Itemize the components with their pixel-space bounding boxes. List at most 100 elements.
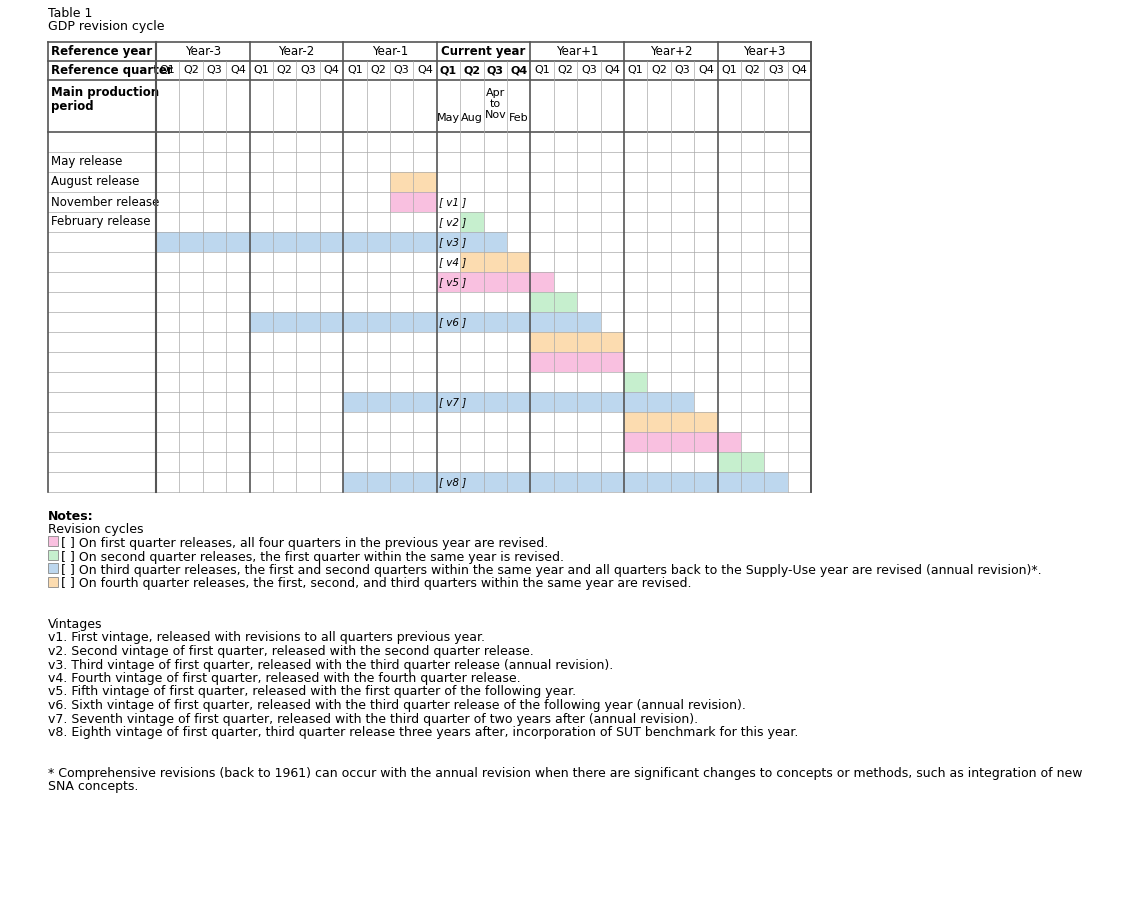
Text: [ v7 ]: [ v7 ]: [439, 397, 466, 407]
Text: [ v5 ]: [ v5 ]: [439, 277, 466, 287]
Text: Notes:: Notes:: [48, 510, 93, 523]
Text: Q2: Q2: [184, 65, 199, 76]
Text: Year+1: Year+1: [556, 45, 598, 58]
Text: Year-1: Year-1: [372, 45, 408, 58]
Text: * Comprehensive revisions (back to 1961) can occur with the annual revision when: * Comprehensive revisions (back to 1961)…: [48, 766, 1083, 779]
Text: [ ] On fourth quarter releases, the first, second, and third quarters within the: [ ] On fourth quarter releases, the firs…: [62, 577, 692, 590]
Bar: [250, 232, 343, 252]
Text: GDP revision cycle: GDP revision cycle: [48, 20, 164, 33]
Text: Revision cycles: Revision cycles: [48, 524, 144, 537]
Bar: [390, 192, 437, 212]
Bar: [461, 212, 483, 232]
Text: November release: November release: [51, 195, 160, 208]
Bar: [624, 372, 648, 392]
Text: Q3: Q3: [393, 65, 409, 76]
Text: [ ] On first quarter releases, all four quarters in the previous year are revise: [ ] On first quarter releases, all four …: [62, 537, 548, 550]
Text: v4. Fourth vintage of first quarter, released with the fourth quarter release.: v4. Fourth vintage of first quarter, rel…: [48, 672, 521, 685]
Text: Q4: Q4: [698, 65, 714, 76]
Text: Q4: Q4: [230, 65, 246, 76]
Bar: [48, 563, 58, 573]
Text: Year+3: Year+3: [743, 45, 785, 58]
Bar: [250, 312, 343, 332]
Text: Main production: Main production: [51, 86, 160, 99]
Text: Q2: Q2: [370, 65, 386, 76]
Text: Aug: Aug: [461, 113, 483, 123]
Bar: [717, 432, 741, 452]
Bar: [343, 232, 437, 252]
Bar: [624, 412, 717, 432]
Text: [ v3 ]: [ v3 ]: [439, 237, 466, 247]
Text: Q3: Q3: [581, 65, 596, 76]
Text: Q1: Q1: [347, 65, 363, 76]
Text: v1. First vintage, released with revisions to all quarters previous year.: v1. First vintage, released with revisio…: [48, 632, 484, 644]
Text: Q2: Q2: [744, 65, 760, 76]
Text: Q2: Q2: [463, 65, 480, 76]
Text: Year+2: Year+2: [650, 45, 692, 58]
Text: Q4: Q4: [324, 65, 340, 76]
Text: [ v6 ]: [ v6 ]: [439, 317, 466, 327]
Bar: [156, 232, 250, 252]
Text: [ v8 ]: [ v8 ]: [439, 477, 466, 487]
Text: Q1: Q1: [440, 65, 457, 76]
Bar: [437, 272, 530, 292]
Text: Year-2: Year-2: [278, 45, 315, 58]
Text: period: period: [51, 100, 93, 113]
Bar: [390, 172, 437, 192]
Text: Q4: Q4: [791, 65, 807, 76]
Text: v2. Second vintage of first quarter, released with the second quarter release.: v2. Second vintage of first quarter, rel…: [48, 645, 534, 658]
Bar: [437, 312, 530, 332]
Text: Q4: Q4: [417, 65, 433, 76]
Text: Current year: Current year: [441, 45, 526, 58]
Bar: [437, 232, 507, 252]
Text: Q1: Q1: [628, 65, 644, 76]
Text: May release: May release: [51, 156, 122, 169]
Text: Q1: Q1: [253, 65, 269, 76]
Text: Reference quarter: Reference quarter: [51, 64, 173, 77]
Text: Reference year: Reference year: [51, 45, 153, 58]
Bar: [530, 312, 601, 332]
Bar: [48, 550, 58, 560]
Bar: [624, 432, 717, 452]
Bar: [343, 392, 437, 412]
Text: Q1: Q1: [535, 65, 549, 76]
Text: Nov: Nov: [484, 110, 506, 120]
Bar: [717, 452, 765, 472]
Text: Q3: Q3: [206, 65, 222, 76]
Text: Q4: Q4: [510, 65, 528, 76]
Bar: [437, 472, 530, 492]
Text: February release: February release: [51, 216, 150, 229]
Text: Table 1: Table 1: [48, 7, 92, 20]
Text: v5. Fifth vintage of first quarter, released with the first quarter of the follo: v5. Fifth vintage of first quarter, rele…: [48, 685, 576, 699]
Text: v7. Seventh vintage of first quarter, released with the third quarter of two yea: v7. Seventh vintage of first quarter, re…: [48, 713, 698, 726]
Text: Q3: Q3: [300, 65, 316, 76]
Bar: [530, 352, 624, 372]
Text: May: May: [437, 113, 461, 123]
Bar: [48, 536, 58, 546]
Text: Feb: Feb: [508, 113, 529, 123]
Text: v3. Third vintage of first quarter, released with the third quarter release (ann: v3. Third vintage of first quarter, rele…: [48, 658, 613, 671]
Text: Year-3: Year-3: [185, 45, 221, 58]
Bar: [717, 472, 788, 492]
Bar: [530, 392, 624, 412]
Bar: [343, 312, 437, 332]
Bar: [530, 292, 577, 312]
Text: Q2: Q2: [651, 65, 667, 76]
Text: Q1: Q1: [160, 65, 176, 76]
Bar: [48, 576, 58, 586]
Text: v6. Sixth vintage of first quarter, released with the third quarter release of t: v6. Sixth vintage of first quarter, rele…: [48, 699, 746, 712]
Text: to: to: [490, 99, 500, 109]
Text: Q3: Q3: [487, 65, 504, 76]
Bar: [343, 472, 437, 492]
Text: Q1: Q1: [722, 65, 738, 76]
Bar: [530, 272, 554, 292]
Text: Vintages: Vintages: [48, 618, 103, 631]
Text: [ ] On third quarter releases, the first and second quarters within the same yea: [ ] On third quarter releases, the first…: [62, 564, 1042, 577]
Text: Q3: Q3: [675, 65, 691, 76]
Bar: [530, 472, 624, 492]
Text: Q3: Q3: [768, 65, 784, 76]
Text: v8. Eighth vintage of first quarter, third quarter release three years after, in: v8. Eighth vintage of first quarter, thi…: [48, 726, 798, 739]
Text: August release: August release: [51, 175, 139, 188]
Text: Q2: Q2: [277, 65, 293, 76]
Text: [ v2 ]: [ v2 ]: [439, 217, 466, 227]
Bar: [624, 472, 717, 492]
